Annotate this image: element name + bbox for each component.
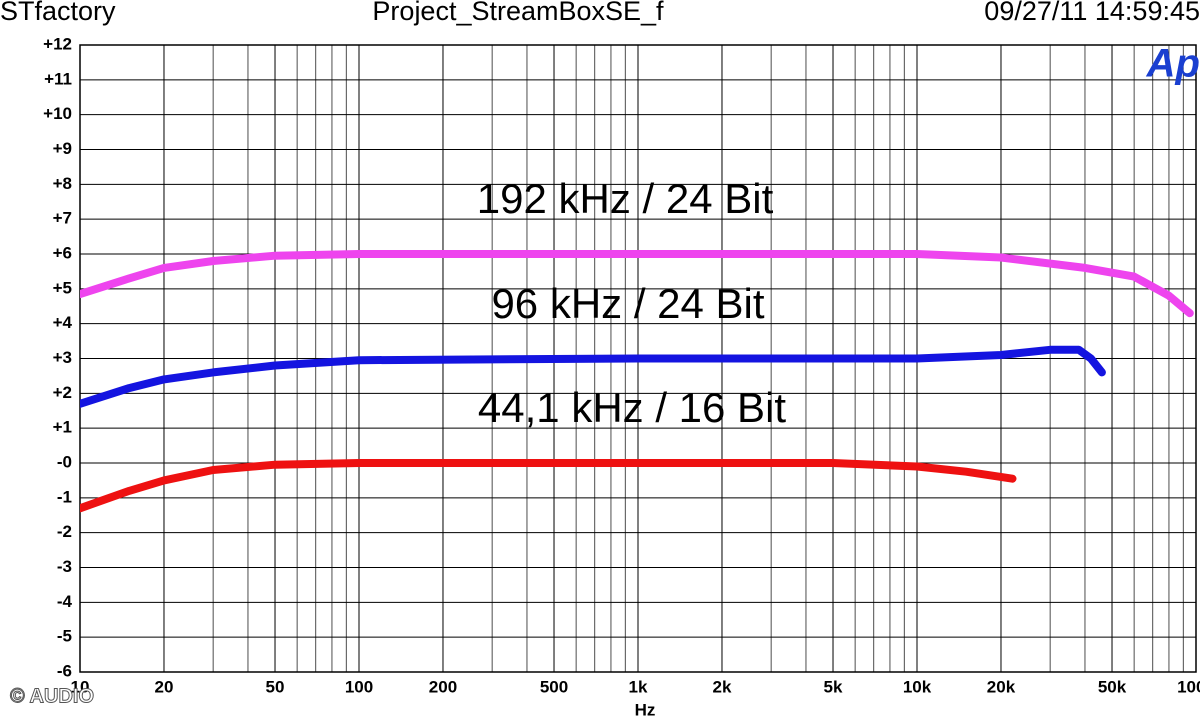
x-tick-label: 2k	[713, 677, 732, 696]
x-tick-label: 10k	[903, 677, 932, 696]
y-tick-label: -0	[57, 452, 72, 471]
x-tick-label: 500	[540, 677, 568, 696]
lines	[80, 250, 1194, 513]
series-line	[80, 459, 1017, 513]
y-tick-label: +10	[43, 104, 72, 123]
annotation: 192 kHz / 24 Bit	[477, 175, 774, 222]
header-left: STfactory	[0, 0, 116, 26]
x-tick-label: 100k	[1177, 677, 1200, 696]
timestamp: 09/27/11 14:59:45	[984, 0, 1200, 26]
y-tick-label: -5	[57, 627, 72, 646]
logo: Ap	[1146, 42, 1200, 86]
y-tick-label: +7	[53, 209, 72, 228]
x-tick-label: 1k	[629, 677, 648, 696]
y-tick-label: -3	[57, 557, 72, 576]
y-tick-label: +1	[53, 418, 72, 437]
y-tick-label: -2	[57, 522, 72, 541]
x-tick-label: 20	[155, 677, 174, 696]
chart-title: Project_StreamBoxSE_f	[372, 0, 664, 26]
y-tick-label: +9	[53, 139, 72, 158]
x-tick-label: 5k	[824, 677, 843, 696]
series-line	[80, 250, 1194, 318]
copyright: © AUDIO	[10, 685, 94, 707]
x-tick-label: 10	[71, 677, 90, 696]
labels: +12 +11 +10 +9 +8 +7 +6 +5 +4 +3 +2 +1 -0 -1 -2 -3 -4 -5 -…	[43, 34, 1200, 696]
annotation: 44,1 kHz / 16 Bit	[478, 384, 786, 431]
x-tick-label: 200	[429, 677, 457, 696]
x-axis-label: Hz	[635, 700, 656, 719]
y-tick-label: +5	[53, 278, 72, 297]
x-tick-label: 20k	[987, 677, 1016, 696]
y-tick-label: -1	[57, 487, 72, 506]
x-tick-label: 100	[345, 677, 373, 696]
plot-frame	[79, 44, 1197, 673]
y-tick-label: +11	[44, 69, 72, 88]
x-tick-label: 50k	[1098, 677, 1127, 696]
y-tick-label: +2	[53, 383, 72, 402]
y-tick-label: +6	[53, 243, 72, 262]
y-tick-label: +8	[53, 174, 72, 193]
series-line	[80, 345, 1106, 408]
y-tick-label: +3	[53, 348, 72, 367]
y-tick-label: -6	[57, 661, 72, 680]
y-tick-label: -4	[57, 592, 73, 611]
y-tick-label: +12	[43, 34, 72, 53]
annotation: 96 kHz / 24 Bit	[491, 280, 764, 327]
y-tick-label: +4	[53, 313, 73, 332]
x-tick-label: 50	[266, 677, 285, 696]
